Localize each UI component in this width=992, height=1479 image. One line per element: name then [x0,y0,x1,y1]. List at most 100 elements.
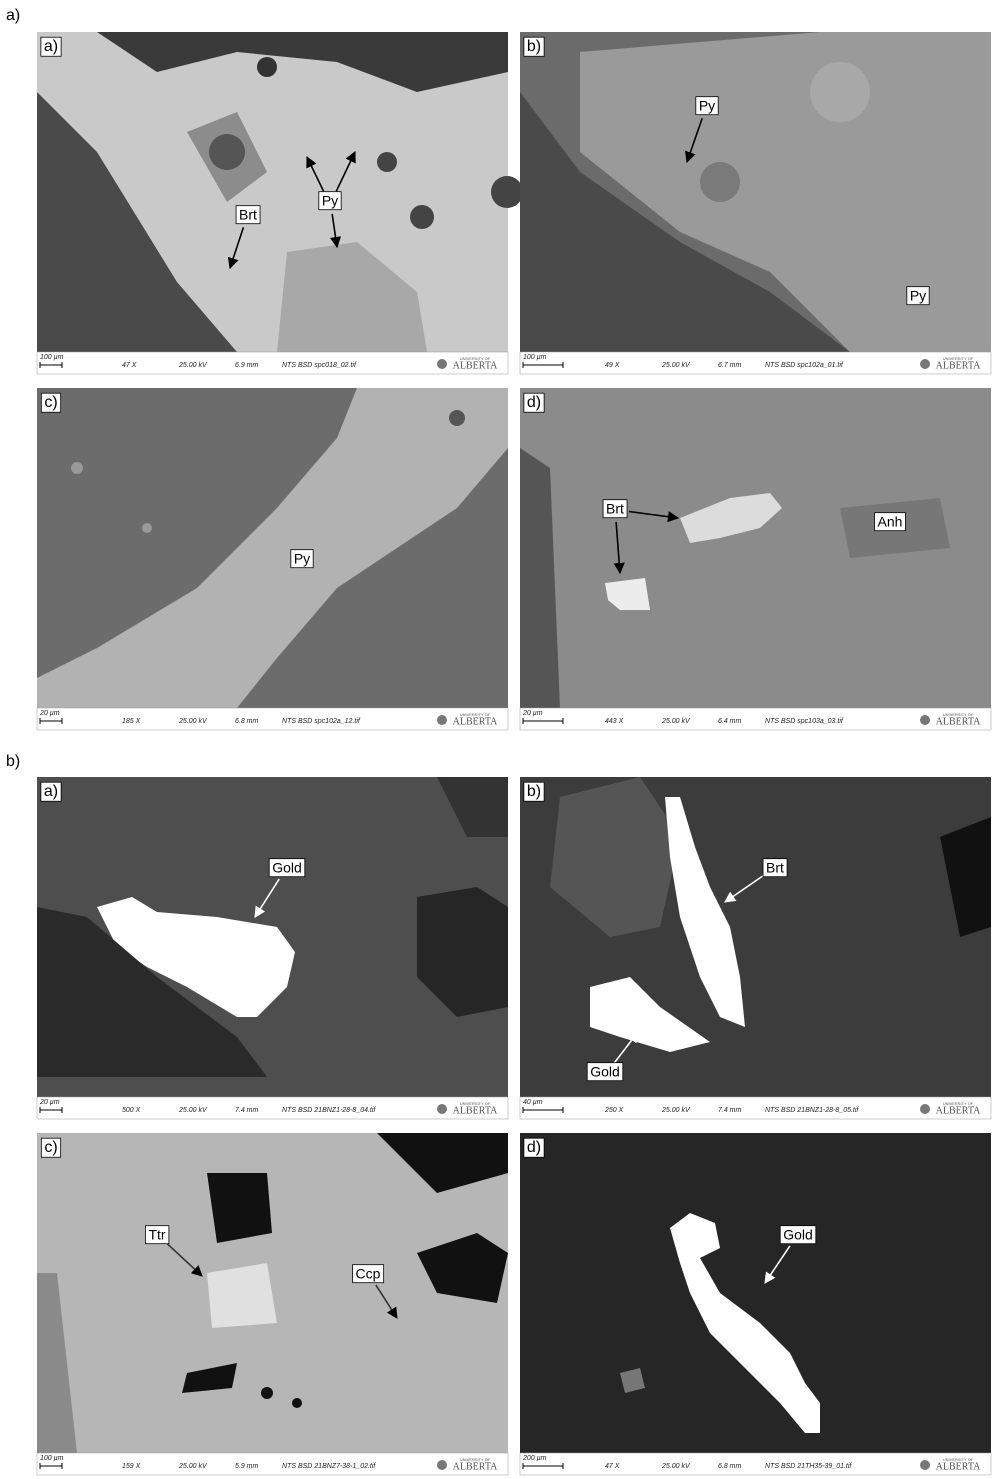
panel-letter: d) [527,394,541,411]
logo-name: ALBERTA [936,360,981,371]
grain [207,1173,272,1243]
mineral-label: Py [294,551,310,567]
panel-letter: c) [44,1139,57,1156]
sem-panel: d) Brt Anh 20 µm 443 X 25.00 kV 6.4 mm NTS BSD … [520,388,991,730]
info-wd: 7.4 mm [235,1107,259,1114]
scale-label: 100 µm [40,1455,64,1462]
logo-name: ALBERTA [936,1461,981,1472]
grain [207,1263,277,1328]
info-file: NTS BSD spc018_02.tif [282,362,357,369]
grain [449,410,465,426]
mineral-label: Brt [766,860,784,876]
grain [257,57,277,77]
mineral-label: Gold [272,860,302,876]
scale-label: 100 µm [523,354,547,361]
logo-name: ALBERTA [453,716,498,727]
logo-crest [920,1460,930,1470]
info-mag: 47 X [122,362,137,369]
logo-crest [920,715,930,725]
info-mag: 49 X [605,362,620,369]
group-label: b) [6,753,20,770]
info-kv: 25.00 kV [661,1107,691,1114]
sem-panel: b) Py Py 100 µm 49 X 25.00 kV 6.7 mm NTS BSD sp… [520,32,991,374]
logo-name: ALBERTA [453,1105,498,1116]
info-mag: 47 X [605,1463,620,1470]
info-file: NTS BSD 21BNZ1-28-8_05.tif [765,1107,859,1114]
mineral-label: Py [699,98,715,114]
logo-crest [437,1104,447,1114]
sem-panel: b) Brt Gold 40 µm 250 X 25.00 kV 7.4 mm NTS BSD… [520,777,991,1119]
grain [209,134,245,170]
mineral-label: Ttr [148,1227,165,1243]
panel-letter: a) [44,38,58,55]
logo-crest [920,359,930,369]
info-wd: 7.4 mm [718,1107,742,1114]
sem-panel: c) Py 20 µm 185 X 25.00 kV 6.8 mm NTS BSD spc1… [37,388,508,730]
panel-letter: a) [44,783,58,800]
logo-crest [437,359,447,369]
figure: a) a) Brt Py 100 µm 47 X 25.00 kV 6.9 mm NTS BSD… [0,0,992,1479]
micrograph [520,1133,991,1453]
mineral-label: Py [322,193,338,209]
scale-label: 40 µm [523,1099,543,1106]
panel-letter: b) [527,783,541,800]
info-file: NTS BSD spc102a_01.tif [765,362,844,369]
mineral-label: Gold [590,1064,620,1080]
info-wd: 6.9 mm [235,362,259,369]
mineral-label: Gold [783,1227,813,1243]
info-mag: 250 X [604,1107,624,1114]
mineral-label: Ccp [356,1266,381,1282]
info-kv: 25.00 kV [178,1107,208,1114]
logo-crest [437,1460,447,1470]
scale-label: 100 µm [40,354,64,361]
grain [142,523,152,533]
grain [71,462,83,474]
info-file: NTS BSD spc103a_03.tif [765,718,844,725]
mineral-label: Py [910,288,926,304]
info-mag: 443 X [605,718,624,725]
logo-name: ALBERTA [936,1105,981,1116]
panel-letter: b) [527,38,541,55]
grain [410,205,434,229]
info-file: NTS BSD 21BNZ1-28-8_04.tif [282,1107,376,1114]
sem-panel: c) Ttr Ccp 100 µm 159 X 25.00 kV 5.9 mm NTS BSD… [37,1133,508,1475]
info-kv: 25.00 kV [661,718,691,725]
info-kv: 25.00 kV [178,1463,208,1470]
info-kv: 25.00 kV [661,362,691,369]
scale-label: 20 µm [522,710,543,717]
group-label: a) [6,7,20,24]
info-kv: 25.00 kV [178,718,208,725]
info-kv: 25.00 kV [661,1463,691,1470]
info-wd: 6.8 mm [718,1463,742,1470]
scale-label: 20 µm [39,710,60,717]
info-wd: 6.4 mm [718,718,742,725]
logo-name: ALBERTA [453,360,498,371]
logo-name: ALBERTA [936,716,981,727]
logo-name: ALBERTA [453,1461,498,1472]
grain [377,152,397,172]
info-wd: 5.9 mm [235,1463,259,1470]
mineral-label: Brt [606,501,624,517]
sem-panel: d) Gold 200 µm 47 X 25.00 kV 6.8 mm NTS BSD 21… [520,1133,991,1475]
panel-letter: c) [44,394,57,411]
info-file: NTS BSD spc102a_12.tif [282,718,361,725]
mineral-label: Brt [239,207,257,223]
panel-letter: d) [527,1139,541,1156]
grain [810,62,870,122]
grain [261,1387,273,1399]
info-mag: 185 X [122,718,141,725]
info-file: NTS BSD 21BNZ7-38-1_02.tif [282,1463,376,1470]
grain [700,162,740,202]
info-mag: 500 X [122,1107,141,1114]
logo-crest [437,715,447,725]
info-mag: 159 X [122,1463,141,1470]
mineral-label: Anh [878,514,903,530]
scale-label: 200 µm [522,1455,547,1462]
info-wd: 6.7 mm [718,362,742,369]
logo-crest [920,1104,930,1114]
grain [491,176,523,208]
info-wd: 6.8 mm [235,718,259,725]
info-file: NTS BSD 21TH35-39_01.tif [765,1463,852,1470]
